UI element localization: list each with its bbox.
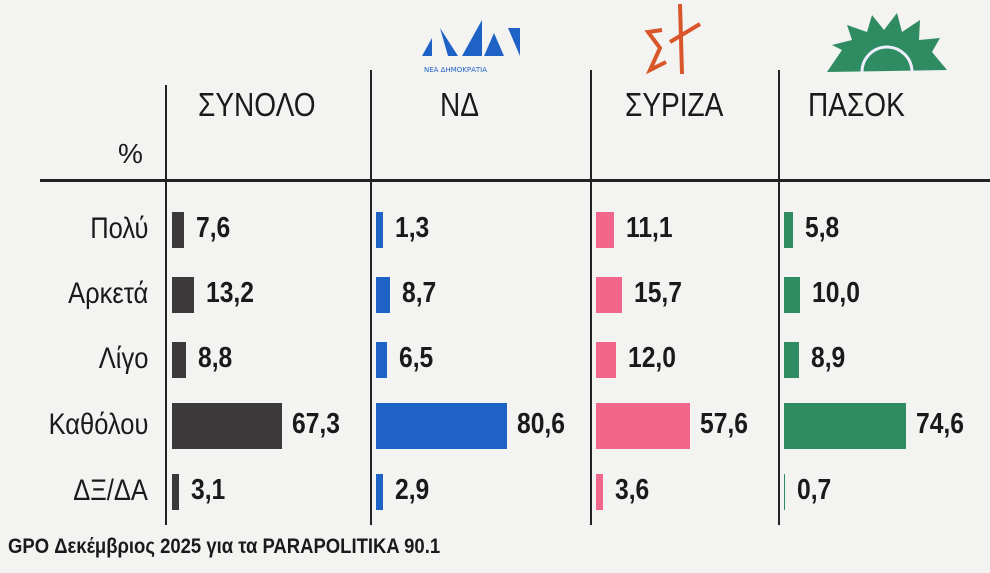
bar bbox=[784, 277, 801, 313]
data-label: 6,5 bbox=[398, 342, 433, 374]
data-label: 1,3 bbox=[395, 212, 430, 244]
data-label: 74,6 bbox=[915, 408, 964, 440]
data-label: 80,6 bbox=[517, 408, 566, 440]
data-label: 0,7 bbox=[797, 474, 832, 506]
data-label: 11,1 bbox=[626, 212, 673, 244]
svg-text:ΝΕΑ ΔΗΜΟΚΡΑΤΙΑ: ΝΕΑ ΔΗΜΟΚΡΑΤΙΑ bbox=[424, 66, 487, 74]
data-label: 12,0 bbox=[627, 342, 676, 374]
series-header: ΝΔ bbox=[440, 86, 479, 123]
column-divider bbox=[370, 70, 372, 525]
bar bbox=[784, 212, 794, 248]
category-label: Αρκετά bbox=[67, 277, 148, 310]
bar bbox=[172, 277, 194, 313]
series-header: ΠΑΣΟΚ bbox=[808, 86, 905, 123]
column-divider bbox=[778, 70, 780, 525]
data-label: 57,6 bbox=[699, 408, 748, 440]
syriza-logo bbox=[644, 3, 702, 75]
source-note: GPO Δεκέμβριος 2025 για τα PARAPOLITIKA … bbox=[8, 535, 441, 558]
pasok-logo bbox=[827, 13, 947, 73]
bar bbox=[596, 474, 603, 510]
category-label: Καθόλου bbox=[48, 408, 148, 441]
column-divider bbox=[590, 70, 592, 525]
category-label: Λίγο bbox=[98, 342, 148, 375]
data-label: 10,0 bbox=[812, 277, 861, 309]
column-divider bbox=[165, 85, 167, 525]
data-label: 5,8 bbox=[805, 212, 840, 244]
data-label: 3,6 bbox=[615, 474, 650, 506]
data-label: 3,1 bbox=[191, 474, 226, 506]
bar bbox=[596, 277, 622, 313]
bar bbox=[172, 342, 187, 378]
data-label: 7,6 bbox=[196, 212, 231, 244]
data-label: 2,9 bbox=[395, 474, 430, 506]
bar bbox=[376, 277, 391, 313]
data-label: 67,3 bbox=[291, 408, 340, 440]
series-header: ΣΥΝΟΛΟ bbox=[198, 86, 316, 123]
data-label: 8,9 bbox=[810, 342, 845, 374]
data-label: 8,7 bbox=[402, 277, 437, 309]
category-label: Πολύ bbox=[89, 212, 148, 245]
unit-label: % bbox=[118, 138, 143, 169]
data-label: 15,7 bbox=[633, 277, 682, 309]
bar bbox=[172, 403, 282, 449]
bar bbox=[172, 212, 185, 248]
bar bbox=[376, 212, 383, 248]
nd-logo: ΝΕΑ ΔΗΜΟΚΡΑΤΙΑ bbox=[422, 20, 520, 74]
bar bbox=[376, 403, 508, 449]
header-divider bbox=[40, 179, 990, 182]
bar bbox=[784, 474, 786, 510]
bar bbox=[376, 342, 387, 378]
data-label: 13,2 bbox=[205, 277, 254, 309]
bar bbox=[596, 342, 616, 378]
bar bbox=[376, 474, 383, 510]
bar bbox=[784, 403, 906, 449]
series-header: ΣΥΡΙΖΑ bbox=[625, 86, 724, 123]
bar bbox=[172, 474, 179, 510]
bar bbox=[784, 342, 799, 378]
data-label: 8,8 bbox=[198, 342, 233, 374]
bar bbox=[596, 403, 690, 449]
bar bbox=[596, 212, 615, 248]
category-label: ΔΞ/ΔΑ bbox=[73, 474, 148, 507]
